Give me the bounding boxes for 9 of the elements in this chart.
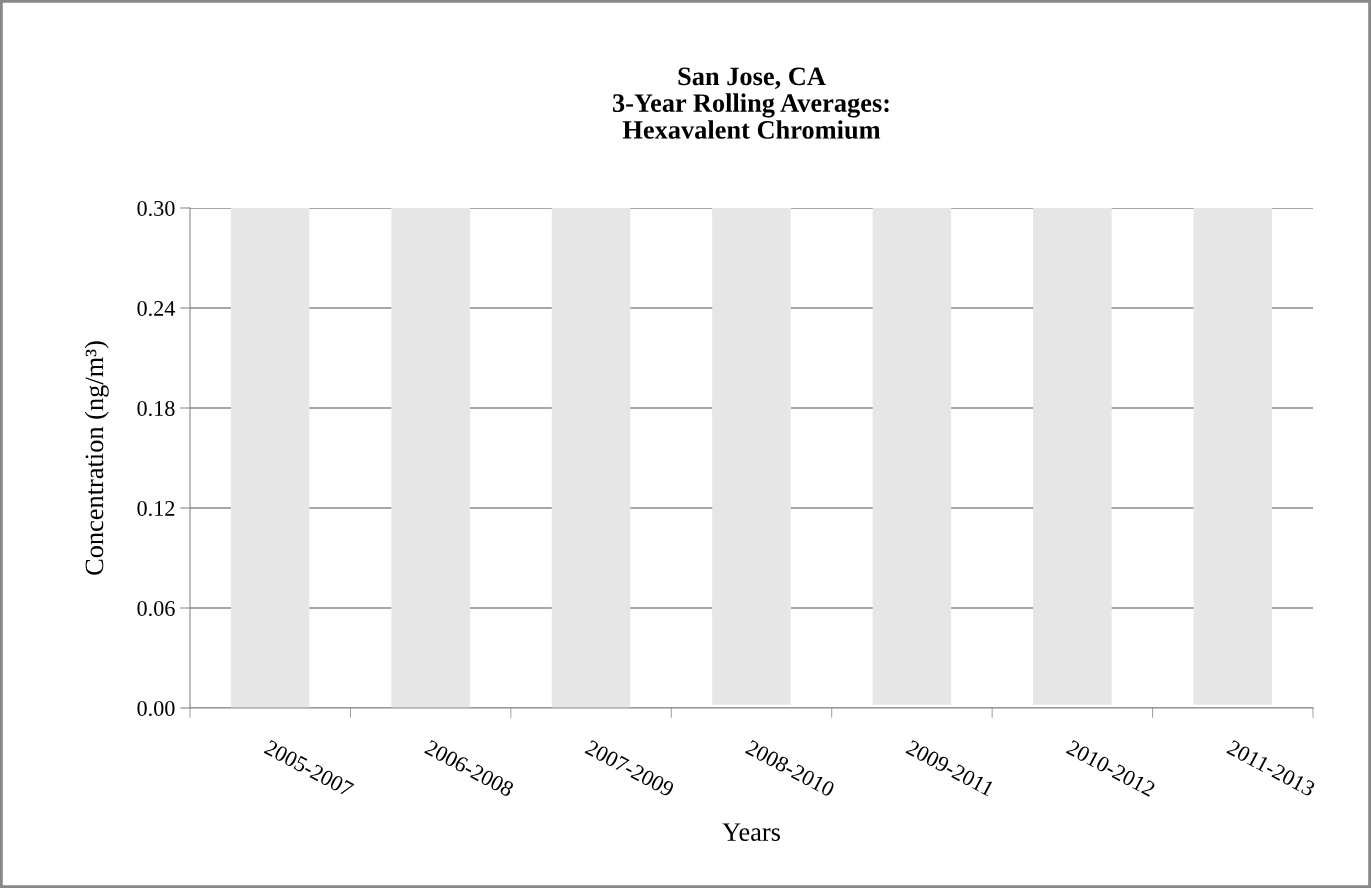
x-axis-title: Years — [722, 823, 780, 841]
y-tick-label: 0.12 — [137, 500, 175, 517]
y-tick-label: 0.18 — [137, 400, 175, 417]
y-tick-label: 0.30 — [137, 200, 175, 217]
y-tick-label: 0.06 — [137, 600, 175, 617]
y-axis-title: Concentration (ng/m³) — [84, 341, 109, 575]
y-tick-label: 0.24 — [137, 300, 176, 317]
y-tick-label: 0.00 — [137, 700, 175, 717]
chart-title: San Jose, CA 3-Year Rolling Averages: Hexavalent Chromium — [612, 67, 889, 139]
